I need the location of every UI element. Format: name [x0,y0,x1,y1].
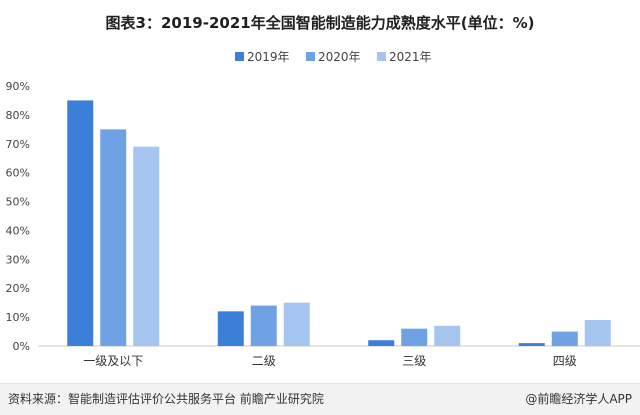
source-text: 资料来源：智能制造评估评价公共服务平台 前瞻产业研究院 [8,392,324,406]
category-label: 二级 [252,354,276,368]
y-tick-label: 70% [6,138,30,151]
y-tick-label: 90% [6,80,30,93]
category-label: 一级及以下 [83,354,143,368]
bars [67,100,611,346]
legend-label: 2019年 [247,50,290,64]
bar [67,100,94,346]
x-axis: 一级及以下 二级 三级 四级 [83,354,577,368]
y-tick-label: 60% [6,167,30,180]
y-tick-label: 50% [6,196,30,209]
footer: 资料来源：智能制造评估评价公共服务平台 前瞻产业研究院 @前瞻经济学人APP [0,383,640,415]
bar [551,331,578,346]
y-axis: 0% 10% 20% 30% 40% 50% 60% 70% 80% 90% [6,80,30,353]
bar [584,320,611,346]
bar [368,340,395,346]
y-tick-label: 10% [6,311,30,324]
bar [133,146,160,346]
chart-title: 图表3：2019-2021年全国智能制造能力成熟度水平(单位：%) [105,14,535,32]
category-label: 四级 [553,354,577,368]
category-label: 三级 [402,354,426,368]
bar [518,343,545,346]
y-tick-label: 30% [6,253,30,266]
bar-chart: 2019年 2020年 2021年 0% 10% 20% 30% 40% 50% 60% 70% 8… [6,50,640,368]
bar [100,129,127,346]
brand-text: @前瞻经济学人APP [525,392,632,406]
bar [434,325,461,346]
legend-swatch [306,52,315,61]
legend-label: 2020年 [318,50,361,64]
bar [401,328,428,346]
bar [217,311,244,346]
legend: 2019年 2020年 2021年 [235,50,432,64]
y-tick-label: 20% [6,282,30,295]
y-tick-label: 80% [6,109,30,122]
bar [283,302,310,346]
legend-label: 2021年 [389,50,432,64]
legend-swatch [235,52,244,61]
bar [250,305,277,346]
y-tick-label: 0% [13,340,30,353]
y-tick-label: 40% [6,224,30,237]
legend-swatch [377,52,386,61]
